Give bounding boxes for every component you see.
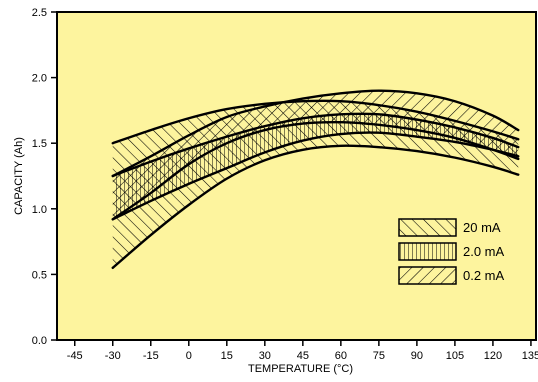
band-lower-curve-2-0-ma (111, 131, 520, 221)
x-tick-label: 90 (411, 350, 423, 362)
y-axis-title: CAPACITY (Ah) (13, 137, 25, 215)
x-tick-label: 0 (186, 350, 192, 362)
legend: 20 mA 2.0 mA 0.2 mA (398, 218, 505, 285)
legend-label-2-0-ma: 2.0 mA (463, 244, 505, 259)
x-tick-label: 120 (484, 350, 502, 362)
band-layer (111, 89, 520, 270)
axes-layer: -45 -30 -15 0 15 30 45 60 75 90 105 120 135 0.0 0.5 1.0… (32, 7, 538, 362)
y-tick-label: 1.0 (32, 204, 47, 216)
band-lower-curve-20-ma (111, 144, 520, 270)
x-tick-label: 75 (373, 350, 385, 362)
x-tick-label: -45 (67, 350, 83, 362)
x-tick-label: 45 (297, 350, 309, 362)
x-tick-label: 60 (335, 350, 347, 362)
legend-swatch-0-2-ma (398, 266, 457, 285)
y-tick-label: 2.0 (32, 73, 47, 85)
plot-frame (56, 11, 537, 341)
legend-swatch-20-ma (398, 218, 457, 237)
x-tick-label: 105 (446, 350, 464, 362)
y-tick-label: 1.5 (32, 138, 47, 150)
legend-swatch-2-0-ma (398, 242, 457, 261)
x-tick-label: 30 (259, 350, 271, 362)
y-tick-label: 0.0 (32, 335, 47, 347)
legend-label-20-ma: 20 mA (463, 220, 501, 235)
x-tick-label: -30 (105, 350, 121, 362)
y-tick-label: 0.5 (32, 269, 47, 281)
band-lower-curve-0-2-ma (111, 120, 520, 221)
legend-label-0-2-ma: 0.2 mA (463, 268, 505, 283)
x-axis-title: TEMPERATURE (°C) (248, 363, 353, 375)
x-tick-label: 15 (221, 350, 233, 362)
y-tick-label: 2.5 (32, 7, 47, 19)
x-tick-label: 135 (522, 350, 538, 362)
band-upper-curve-0-2-ma (111, 89, 520, 178)
band-fill-2-0-ma (112, 113, 519, 220)
x-tick-label: -15 (143, 350, 159, 362)
